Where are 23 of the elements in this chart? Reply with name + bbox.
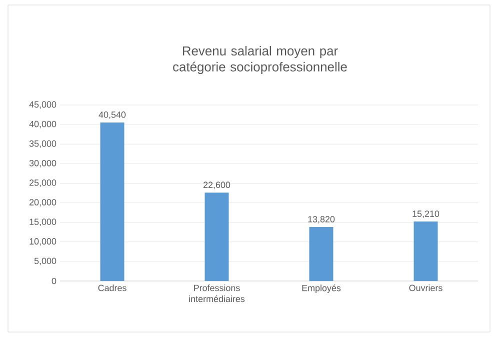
data-label: 22,600 — [203, 182, 230, 190]
y-tick-label: 20,000 — [30, 199, 56, 206]
bar — [309, 226, 334, 281]
bar — [100, 122, 124, 281]
bar — [204, 192, 229, 281]
data-label: 40,540 — [98, 112, 126, 119]
bar — [414, 222, 438, 281]
y-tick-label: 30,000 — [29, 160, 56, 168]
y-tick-label: 35,000 — [29, 140, 56, 148]
y-tick-label: 45,000 — [29, 101, 56, 109]
x-tick-label: Employés — [302, 284, 341, 293]
x-tick-label: Professions intermédiaires — [189, 284, 245, 302]
y-tick-label: 25,000 — [30, 180, 56, 187]
data-label: 15,210 — [412, 210, 440, 218]
chart-title: Revenu salarial moyen par catégorie socioprofessionnelle — [173, 46, 347, 74]
data-label: 13,820 — [308, 216, 335, 224]
y-tick-label: 5,000 — [34, 258, 56, 266]
y-tick-label: 15,000 — [30, 218, 56, 226]
x-tick-label: Ouvriers — [409, 284, 442, 292]
x-tick-label: Cadres — [98, 284, 126, 292]
y-tick-label: 40,000 — [29, 120, 56, 128]
y-tick-label: 0 — [52, 278, 56, 284]
y-tick-label: 10,000 — [30, 238, 56, 246]
